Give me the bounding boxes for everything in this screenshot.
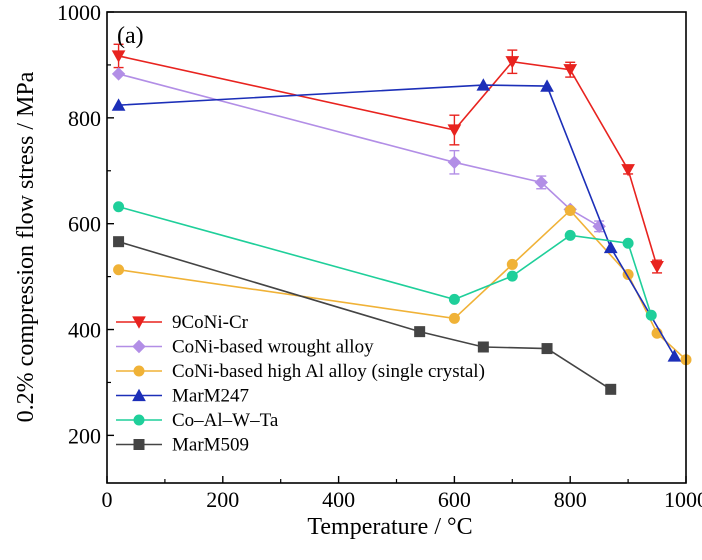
y-tick-label: 1000 <box>57 0 101 25</box>
data-point <box>650 260 664 274</box>
y-tick-label: 400 <box>68 318 101 343</box>
legend-label: MarM247 <box>172 386 249 407</box>
y-tick-label: 800 <box>68 106 101 131</box>
data-point <box>113 264 125 276</box>
legend: 9CoNi-Cr CoNi-based wrought alloy CoNi-bas… <box>116 312 485 456</box>
data-point <box>113 201 125 213</box>
series <box>111 78 682 362</box>
data-point <box>621 164 635 177</box>
data-point <box>111 98 126 111</box>
data-point <box>111 50 126 63</box>
legend-label: MarM509 <box>172 435 249 456</box>
y-axis-label: 0.2% compression flow stress / MPa <box>13 71 39 422</box>
legend-item: CoNi-based high Al alloy (single crystal… <box>116 361 485 382</box>
data-point <box>592 219 606 234</box>
legend-marker <box>133 365 145 377</box>
data-point <box>622 237 634 249</box>
data-point <box>564 229 576 241</box>
data-point <box>447 155 462 170</box>
legend-label: CoNi-based high Al alloy (single crystal… <box>172 361 485 382</box>
legend-marker <box>132 316 146 329</box>
x-tick-label: 0 <box>102 487 113 512</box>
data-point <box>667 349 682 362</box>
series-line <box>118 205 653 316</box>
data-point <box>111 67 126 81</box>
series <box>113 201 657 321</box>
series <box>113 204 692 366</box>
legend-item: CoNi-based wrought alloy <box>116 337 374 358</box>
axes-layer: 0 200 400 600 800 1000 200 400 600 800 1000 <box>57 0 702 512</box>
legend-marker <box>133 414 145 426</box>
data-point <box>603 240 618 254</box>
x-tick-label: 200 <box>206 487 239 512</box>
data-point <box>564 204 576 216</box>
data-point <box>605 383 617 395</box>
x-tick-label: 800 <box>554 487 587 512</box>
legend-label: CoNi-based wrought alloy <box>172 337 374 358</box>
data-point <box>448 293 460 305</box>
data-point <box>476 78 491 91</box>
data-point <box>505 56 520 69</box>
data-point <box>447 124 462 137</box>
legend-marker <box>133 439 145 450</box>
data-point <box>477 341 489 353</box>
x-tick-label: 400 <box>322 487 355 512</box>
data-point <box>506 258 518 270</box>
series-line <box>118 73 600 228</box>
legend-label: Co–Al–W–Ta <box>172 410 279 431</box>
data-point <box>414 326 426 338</box>
data-point <box>563 64 578 77</box>
legend-marker <box>132 339 146 354</box>
data-point <box>645 309 657 321</box>
legend-marker <box>132 388 146 402</box>
y-tick-label: 200 <box>68 423 101 448</box>
series-layer <box>111 43 692 395</box>
legend-label: 9CoNi-Cr <box>172 312 249 333</box>
data-point <box>113 236 125 248</box>
x-tick-label: 1000 <box>664 487 702 512</box>
data-point <box>534 175 548 190</box>
data-point <box>506 270 518 282</box>
y-tick-label: 600 <box>68 212 101 237</box>
legend-item: MarM509 <box>116 435 249 456</box>
data-point <box>541 343 553 355</box>
data-point <box>540 79 554 92</box>
series-line <box>118 55 658 267</box>
series <box>113 236 617 395</box>
panel-label: (a) <box>117 23 144 49</box>
series <box>111 43 664 274</box>
data-point <box>448 312 460 324</box>
legend-item: Co–Al–W–Ta <box>116 410 279 431</box>
x-tick-label: 600 <box>438 487 471 512</box>
legend-item: 9CoNi-Cr <box>116 312 249 333</box>
x-axis-label: Temperature / °C <box>307 514 472 540</box>
legend-item: MarM247 <box>116 386 249 407</box>
